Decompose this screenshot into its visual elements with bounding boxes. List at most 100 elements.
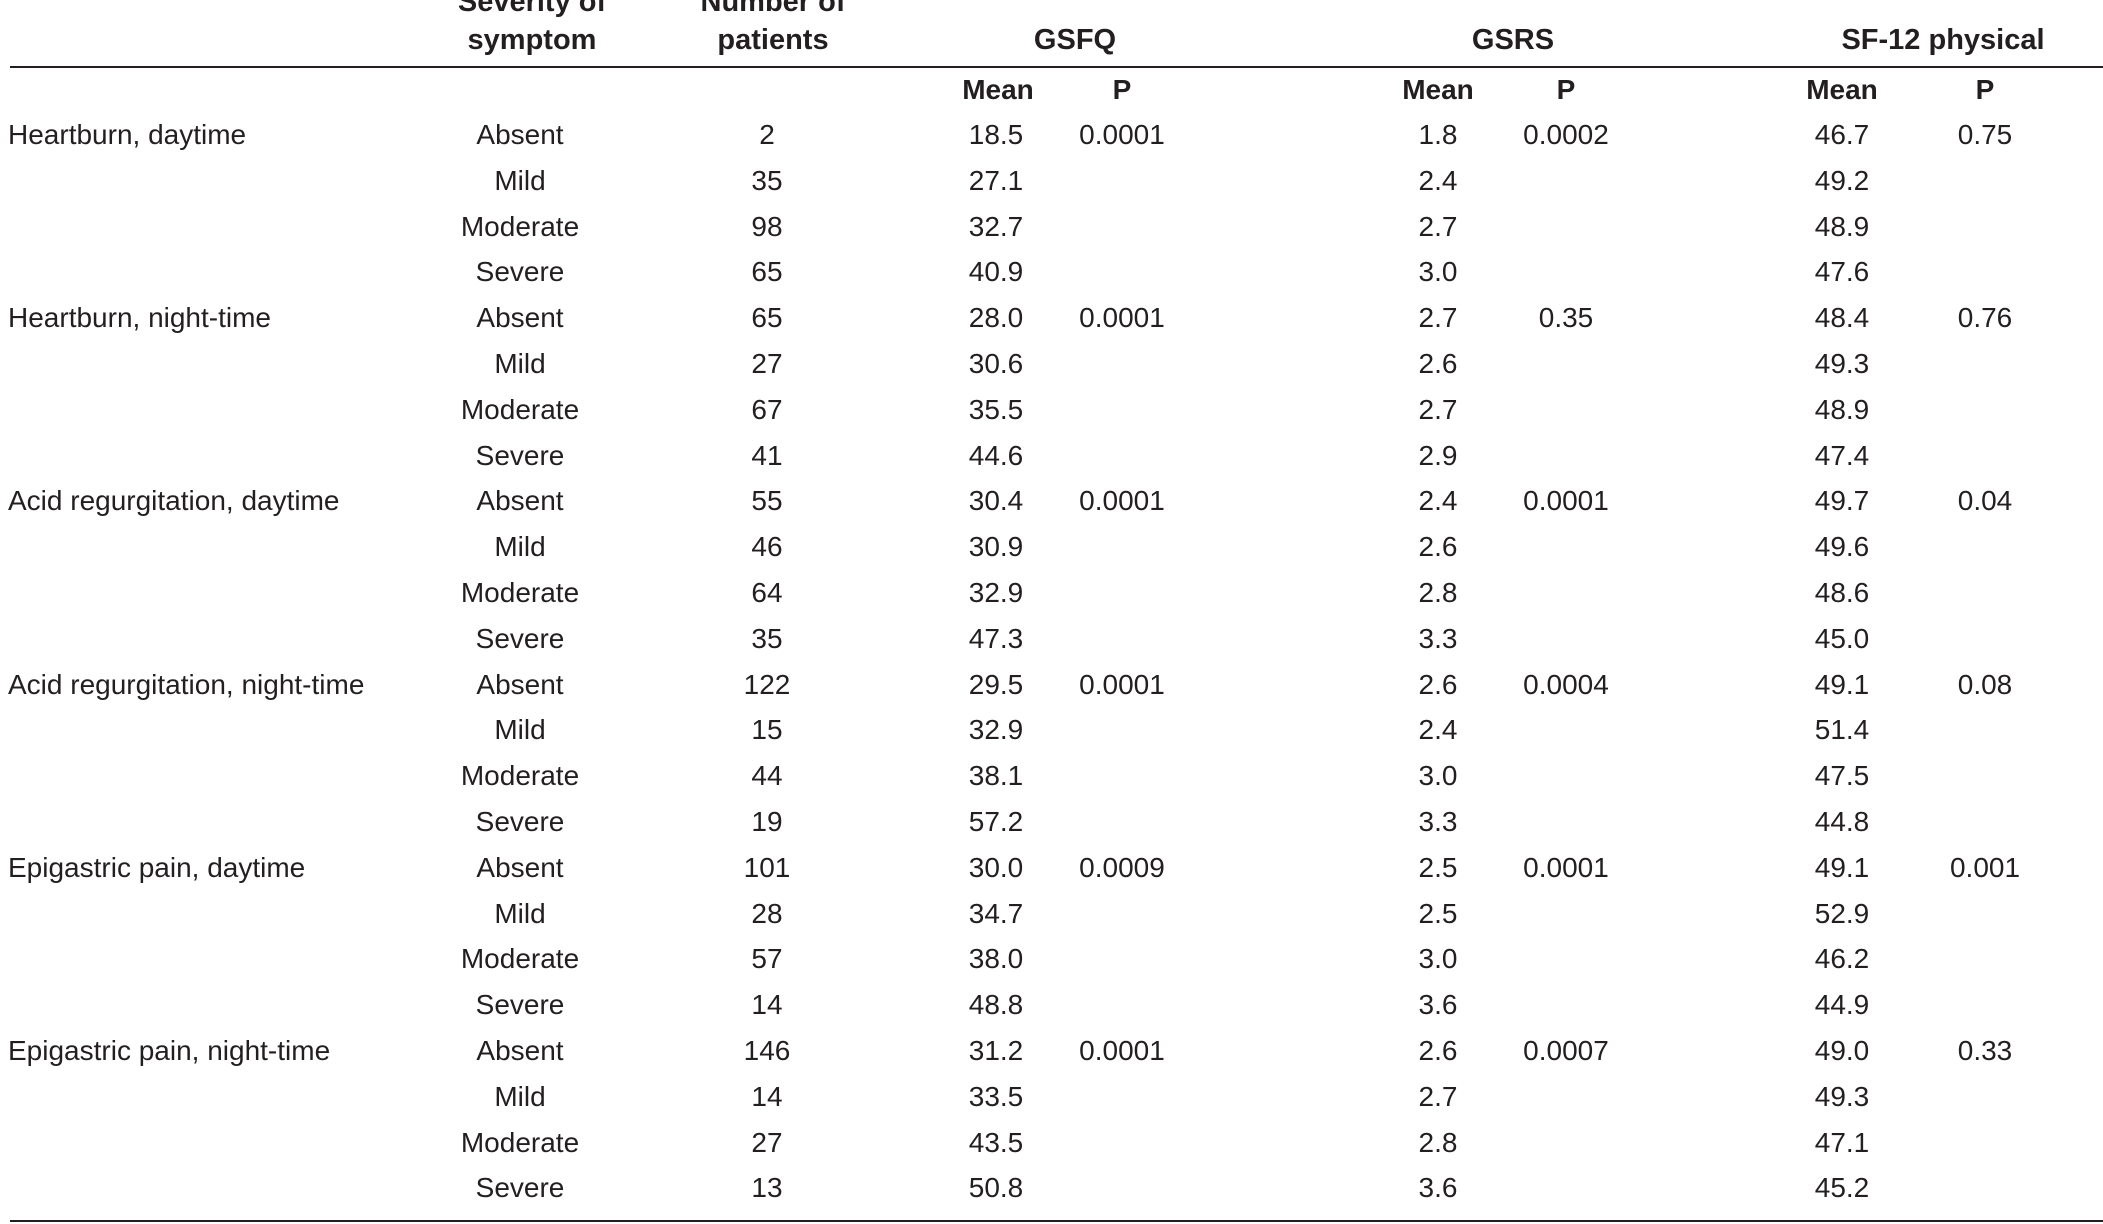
cell-severity: Moderate [460, 577, 580, 608]
cell-number-of-patients: 55 [751, 485, 783, 516]
cell-gsfq-mean: 30.4 [968, 485, 1024, 516]
cell-sf12-mean: 49.1 [1814, 669, 1870, 700]
cell-gsrs-mean: 2.9 [1418, 440, 1458, 471]
cell-number-of-patients: 64 [751, 577, 783, 608]
cell-number-of-patients: 14 [751, 989, 783, 1020]
cell-gsrs-mean: 2.7 [1418, 1081, 1458, 1112]
cell-sf12-mean: 49.0 [1814, 1035, 1870, 1066]
subheader-sf12-p: P [1975, 74, 1995, 105]
cell-number-of-patients: 35 [751, 165, 783, 196]
cell-gsrs-mean: 2.7 [1418, 394, 1458, 425]
cell-gsfq-mean: 29.5 [968, 669, 1024, 700]
cell-symptom: Heartburn, night-time [8, 302, 272, 333]
cell-sf12-mean: 44.9 [1814, 989, 1870, 1020]
cell-severity: Mild [494, 165, 546, 196]
cell-gsfq-mean: 30.6 [968, 348, 1024, 379]
cell-sf12-mean: 44.8 [1814, 806, 1870, 837]
cell-gsfq-mean: 48.8 [968, 989, 1024, 1020]
cell-sf12-p: 0.76 [1957, 302, 2013, 333]
header-gsrs: GSRS [1471, 24, 1555, 56]
header-rule [10, 66, 2103, 68]
cell-symptom: Epigastric pain, daytime [8, 852, 306, 883]
cell-gsrs-mean: 2.8 [1418, 1127, 1458, 1158]
cell-sf12-mean: 47.1 [1814, 1127, 1870, 1158]
cell-gsfq-mean: 47.3 [968, 623, 1024, 654]
cell-gsrs-mean: 3.3 [1418, 623, 1458, 654]
cell-gsfq-mean: 32.9 [968, 714, 1024, 745]
cell-sf12-mean: 49.7 [1814, 485, 1870, 516]
cell-number-of-patients: 98 [751, 211, 783, 242]
cell-severity: Severe [475, 256, 565, 287]
cell-severity: Mild [494, 531, 546, 562]
cell-gsrs-p: 0.0002 [1523, 119, 1609, 150]
cell-gsrs-p: 0.0001 [1523, 485, 1609, 516]
cell-number-of-patients: 19 [751, 806, 783, 837]
cell-gsrs-mean: 3.6 [1418, 989, 1458, 1020]
cell-gsfq-mean: 33.5 [968, 1081, 1024, 1112]
cell-gsfq-mean: 32.7 [968, 211, 1024, 242]
cell-gsfq-mean: 57.2 [968, 806, 1024, 837]
cell-number-of-patients: 14 [751, 1081, 783, 1112]
cell-sf12-mean: 49.1 [1814, 852, 1870, 883]
cell-sf12-mean: 49.2 [1814, 165, 1870, 196]
cell-gsrs-mean: 2.7 [1418, 211, 1458, 242]
cell-number-of-patients: 146 [743, 1035, 791, 1066]
cell-gsrs-mean: 3.6 [1418, 1172, 1458, 1203]
subheader-sf12-mean: Mean [1806, 74, 1878, 105]
cell-gsrs-mean: 2.5 [1418, 852, 1458, 883]
cell-gsfq-mean: 31.2 [968, 1035, 1024, 1066]
cell-gsrs-mean: 2.8 [1418, 577, 1458, 608]
cell-symptom: Acid regurgitation, daytime [8, 485, 340, 516]
cell-gsrs-p: 0.0004 [1523, 669, 1609, 700]
cell-gsfq-mean: 32.9 [968, 577, 1024, 608]
cell-gsrs-mean: 3.0 [1418, 256, 1458, 287]
cell-gsrs-mean: 2.6 [1418, 531, 1458, 562]
cell-gsrs-mean: 3.0 [1418, 760, 1458, 791]
cell-sf12-mean: 45.0 [1814, 623, 1870, 654]
cell-number-of-patients: 65 [751, 302, 783, 333]
cell-number-of-patients: 41 [751, 440, 783, 471]
cell-sf12-p: 0.75 [1957, 119, 2013, 150]
subheader-gsrs-mean: Mean [1402, 74, 1474, 105]
cell-gsfq-mean: 28.0 [968, 302, 1024, 333]
cell-gsrs-mean: 2.6 [1418, 669, 1458, 700]
cell-sf12-mean: 47.4 [1814, 440, 1870, 471]
cell-gsfq-mean: 38.1 [968, 760, 1024, 791]
cell-gsrs-mean: 2.7 [1418, 302, 1458, 333]
subheader-gsfq-p: P [1112, 74, 1132, 105]
cell-severity: Severe [475, 1172, 565, 1203]
cell-gsfq-mean: 30.9 [968, 531, 1024, 562]
cell-gsfq-mean: 50.8 [968, 1172, 1024, 1203]
cell-gsfq-p: 0.0009 [1079, 852, 1165, 883]
cell-number-of-patients: 2 [759, 119, 775, 150]
cell-gsfq-mean: 38.0 [968, 943, 1024, 974]
cell-severity: Severe [475, 806, 565, 837]
subheader-gsrs-p: P [1556, 74, 1576, 105]
cell-severity: Moderate [460, 943, 580, 974]
cell-sf12-p: 0.08 [1957, 669, 2013, 700]
cell-number-of-patients: 27 [751, 1127, 783, 1158]
cell-gsfq-mean: 18.5 [968, 119, 1024, 150]
cell-severity: Severe [475, 989, 565, 1020]
cell-severity: Absent [476, 669, 564, 700]
cell-gsrs-mean: 2.4 [1418, 165, 1458, 196]
cell-severity: Mild [494, 898, 546, 929]
cell-gsfq-p: 0.0001 [1079, 302, 1165, 333]
cell-sf12-mean: 46.7 [1814, 119, 1870, 150]
cell-sf12-p: 0.001 [1949, 852, 2021, 883]
cell-severity: Moderate [460, 1127, 580, 1158]
header-patients-line1: Number of [700, 0, 846, 18]
bottom-rule [10, 1220, 2103, 1222]
cell-severity: Mild [494, 714, 546, 745]
cell-number-of-patients: 122 [743, 669, 791, 700]
cell-sf12-mean: 46.2 [1814, 943, 1870, 974]
cell-sf12-mean: 52.9 [1814, 898, 1870, 929]
cell-sf12-mean: 51.4 [1814, 714, 1870, 745]
cell-symptom: Heartburn, daytime [8, 119, 247, 150]
cell-gsrs-p: 0.0001 [1523, 852, 1609, 883]
cell-sf12-mean: 47.6 [1814, 256, 1870, 287]
cell-severity: Moderate [460, 394, 580, 425]
cell-severity: Absent [476, 119, 564, 150]
cell-gsrs-mean: 2.4 [1418, 485, 1458, 516]
cell-sf12-p: 0.04 [1957, 485, 2013, 516]
